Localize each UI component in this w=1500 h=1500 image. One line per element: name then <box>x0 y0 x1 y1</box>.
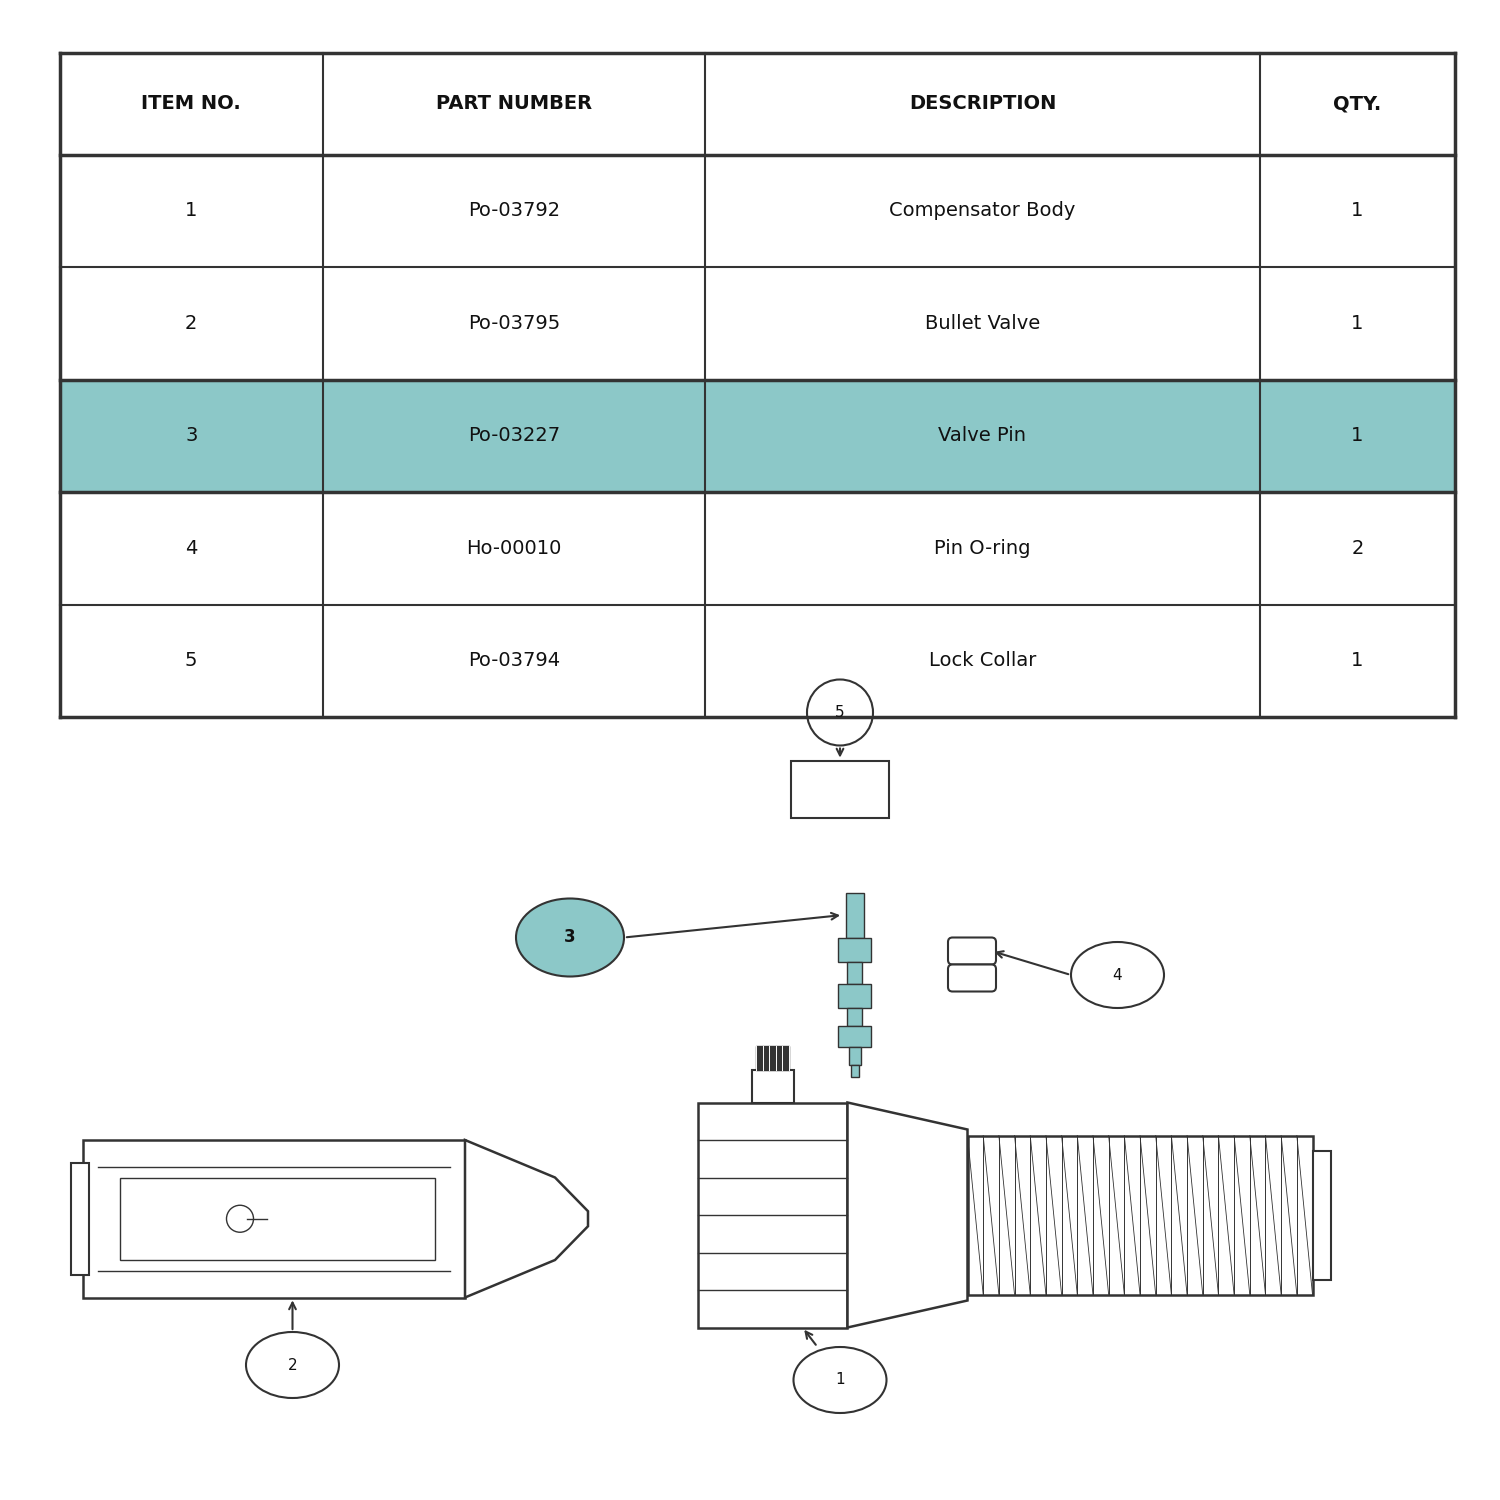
Text: Po-03792: Po-03792 <box>468 201 560 220</box>
Text: 1: 1 <box>1352 651 1364 670</box>
Polygon shape <box>847 1102 968 1328</box>
Text: Ho-00010: Ho-00010 <box>466 538 561 558</box>
Bar <box>849 1047 861 1065</box>
Text: 5: 5 <box>836 705 844 720</box>
Text: 1: 1 <box>1352 201 1364 220</box>
Text: 3: 3 <box>564 928 576 946</box>
Bar <box>968 1136 1312 1294</box>
Bar <box>60 154 1455 267</box>
Text: Bullet Valve: Bullet Valve <box>926 314 1040 333</box>
Text: 4: 4 <box>1113 968 1122 982</box>
FancyBboxPatch shape <box>948 964 996 992</box>
Bar <box>839 984 872 1008</box>
Bar <box>60 380 1455 492</box>
Text: DESCRIPTION: DESCRIPTION <box>909 94 1056 112</box>
Text: Po-03227: Po-03227 <box>468 426 560 445</box>
Text: Po-03794: Po-03794 <box>468 651 560 670</box>
Bar <box>120 1178 435 1260</box>
Bar <box>846 892 864 938</box>
Text: ITEM NO.: ITEM NO. <box>141 94 242 112</box>
Bar <box>756 1046 789 1070</box>
Bar <box>60 267 1455 380</box>
Text: 1: 1 <box>1352 426 1364 445</box>
FancyBboxPatch shape <box>948 938 996 964</box>
Text: 1: 1 <box>1352 314 1364 333</box>
Text: Lock Collar: Lock Collar <box>928 651 1036 670</box>
Bar <box>752 1070 794 1102</box>
Text: PART NUMBER: PART NUMBER <box>435 94 592 112</box>
Bar <box>60 53 1455 154</box>
Bar <box>1312 1150 1330 1280</box>
Bar <box>839 938 872 962</box>
Text: Po-03795: Po-03795 <box>468 314 560 333</box>
Bar <box>847 962 862 984</box>
Bar <box>847 1008 862 1026</box>
Bar <box>70 1162 88 1275</box>
Text: 2: 2 <box>184 314 198 333</box>
Polygon shape <box>465 1140 588 1298</box>
Text: 1: 1 <box>836 1372 844 1388</box>
Bar <box>82 1140 465 1298</box>
Bar <box>698 1102 847 1328</box>
Bar <box>839 1026 872 1047</box>
Text: 2: 2 <box>1352 538 1364 558</box>
Text: Valve Pin: Valve Pin <box>939 426 1026 445</box>
Bar <box>60 492 1455 604</box>
Ellipse shape <box>516 898 624 977</box>
Text: 2: 2 <box>288 1358 297 1372</box>
Text: QTY.: QTY. <box>1334 94 1382 112</box>
Text: 1: 1 <box>184 201 198 220</box>
Text: 5: 5 <box>184 651 198 670</box>
Bar <box>852 1065 858 1077</box>
Bar <box>60 604 1455 717</box>
Text: 4: 4 <box>184 538 198 558</box>
Text: 3: 3 <box>184 426 198 445</box>
Text: Compensator Body: Compensator Body <box>890 201 1076 220</box>
Bar <box>792 760 888 818</box>
Text: Pin O-ring: Pin O-ring <box>934 538 1030 558</box>
